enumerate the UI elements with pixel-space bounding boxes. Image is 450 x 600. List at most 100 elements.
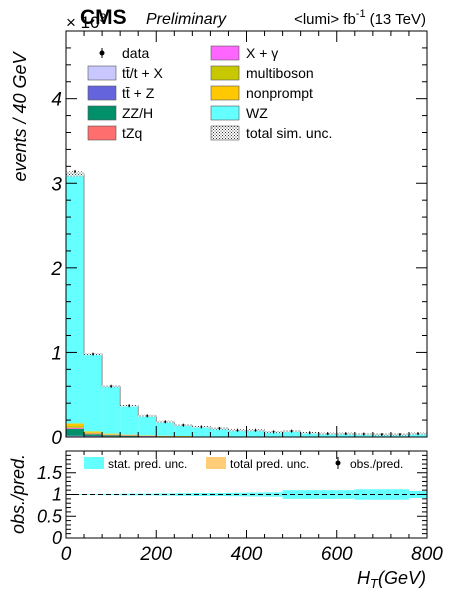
bar-wz-bin-4	[138, 415, 157, 436]
svg-text:stat. pred. unc.: stat. pred. unc.	[108, 457, 187, 471]
bar-nonprompt-bin-2	[102, 433, 121, 435]
x-axis-title: HT(GeV)	[357, 568, 426, 591]
bar-wz-bin-9	[228, 430, 247, 437]
ratio-y-axis: 00.511.5	[37, 450, 427, 548]
svg-text:total pred. unc.: total pred. unc.	[230, 457, 309, 471]
stat-unc-bin-2	[102, 493, 121, 496]
x-tick-label-0: 0	[61, 544, 72, 565]
bar-wz-bin-7	[192, 426, 211, 437]
svg-text:tZq: tZq	[122, 125, 142, 141]
legend-entry-tzq: tZq	[87, 125, 142, 141]
data-point-3	[128, 404, 131, 407]
ratio-y-tick-label-1.5: 1.5	[37, 463, 63, 483]
legend-entry-zzh: ZZ/H	[87, 105, 153, 121]
legend: data tt̄/t + X tt̄ + Z ZZ/H tZq X + γ	[87, 45, 332, 141]
legend-entry-nonprompt: nonprompt	[210, 85, 313, 101]
bar-wz-bin-8	[210, 428, 229, 437]
bar-zz-h-bin-0	[66, 428, 85, 436]
svg-text:data: data	[122, 45, 149, 61]
stat-unc-bin-6	[174, 493, 193, 496]
stack-outline	[65, 173, 428, 437]
bar-wz-bin-2	[102, 386, 121, 434]
bar-x-gamma-bin-0	[66, 427, 85, 429]
bar-wz-bin-6	[174, 425, 193, 436]
bar-multiboson-bin-1	[84, 432, 103, 434]
main-y-tick-label-2: 2	[50, 259, 62, 280]
data-point-14	[326, 432, 329, 435]
ratio-legend-stat: stat. pred. unc.	[84, 457, 187, 471]
main-y-tick-label-1: 1	[51, 343, 62, 364]
legend-entry-ttz: tt̄ + Z	[87, 85, 155, 101]
data-point-6	[182, 424, 185, 427]
legend-entry-ttx: tt̄/t + X	[87, 65, 164, 81]
data-point-2	[110, 385, 113, 388]
x-tick-label-800: 800	[411, 544, 443, 565]
multiplier-label: × 103	[66, 11, 107, 32]
data-point-1	[92, 353, 94, 356]
bar-wz-bin-1	[84, 354, 103, 432]
main-panel: 0 1 2 3 4 events / 40 GeV data tt̄/t + X tt̄…	[10, 30, 428, 449]
legend-entry-total-unc: total sim. unc.	[210, 125, 332, 141]
bar-nonprompt-bin-1	[84, 431, 103, 433]
legend-entry-wz: WZ	[210, 105, 268, 121]
bar-wz-bin-12	[282, 431, 301, 437]
svg-text:nonprompt: nonprompt	[246, 85, 313, 101]
unc-band-bin-0	[66, 171, 85, 177]
stacked-histogram	[65, 173, 428, 438]
data-point-17	[380, 433, 383, 436]
svg-text:WZ: WZ	[246, 105, 268, 121]
data-point-10	[254, 429, 257, 432]
data-point-8	[218, 427, 221, 430]
data-point-11	[272, 431, 275, 433]
bar-zz-h-bin-1	[84, 434, 103, 436]
bar-wz-bin-13	[300, 432, 319, 437]
ratio-y-axis-title: obs./pred.	[8, 454, 28, 534]
ratio-y-tick-label-0.5: 0.5	[37, 506, 63, 526]
x-tick-label-400: 400	[231, 544, 263, 565]
svg-text:tt̄/t + X: tt̄/t + X	[122, 65, 164, 81]
bar-wz-bin-10	[246, 430, 265, 437]
main-y-tick-label-4: 4	[51, 90, 62, 111]
legend-entry-multiboson: multiboson	[210, 65, 314, 81]
main-x-ticks	[65, 31, 428, 437]
lumi-label: <lumi> fb-1 (13 TeV)	[294, 8, 426, 28]
bar-multiboson-bin-2	[102, 434, 121, 435]
data-point-19	[417, 432, 419, 435]
bar-multiboson-bin-0	[66, 426, 85, 428]
bar-zz-h-bin-3	[120, 435, 139, 437]
svg-text:multiboson: multiboson	[246, 65, 314, 81]
ratio-legend-obs: obs./pred.	[335, 457, 403, 471]
x-tick-label-200: 200	[139, 544, 172, 565]
ratio-legend: stat. pred. unc. total pred. unc. obs./p…	[84, 457, 403, 471]
data-point-13	[308, 431, 311, 434]
stat-unc-bin-14	[318, 490, 337, 499]
bar-wz-bin-11	[264, 431, 283, 437]
stat-unc-bin-10	[246, 492, 265, 497]
main-y-axis-title: events / 40 GeV	[10, 50, 30, 181]
data-point-15	[344, 432, 347, 435]
main-y-tick-label-3: 3	[51, 174, 62, 195]
cms-label: CMS	[80, 6, 127, 29]
data-point-5	[164, 420, 167, 423]
stat-unc-bin-15	[336, 490, 355, 499]
ratio-legend-total: total pred. unc.	[206, 457, 309, 471]
bar-nonprompt-bin-0	[66, 423, 85, 427]
bar-wz-bin-15	[336, 433, 355, 437]
legend-entry-xgamma: X + γ	[210, 45, 278, 61]
ratio-y-tick-label-0: 0	[52, 528, 62, 548]
stat-unc-bin-11	[264, 492, 283, 497]
bar-wz-bin-14	[318, 433, 337, 437]
stat-unc-bin-18	[390, 489, 409, 500]
data-points	[74, 169, 419, 436]
data-point-16	[362, 433, 365, 435]
bar-wz-bin-19	[408, 433, 427, 437]
svg-text:X + γ: X + γ	[246, 45, 278, 61]
ratio-x-axis: 0 200 400 600 800	[61, 451, 443, 565]
main-y-axis: 0 1 2 3 4	[50, 30, 427, 449]
preliminary-label: Preliminary	[146, 11, 227, 28]
data-point-18	[399, 433, 401, 436]
main-y-tick-label-0: 0	[51, 428, 62, 449]
data-point-9	[236, 429, 239, 432]
data-point-0	[74, 170, 76, 173]
